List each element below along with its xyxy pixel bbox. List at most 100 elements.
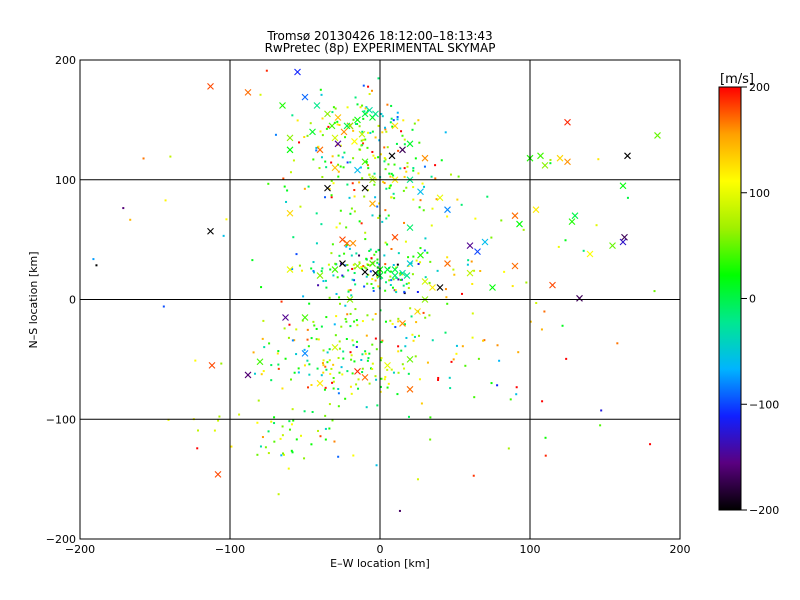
echo-dot: [390, 104, 393, 107]
echo-cross-marker: [511, 212, 519, 220]
echo-dot: [384, 158, 387, 161]
echo-dot: [299, 205, 302, 208]
echo-dot: [403, 323, 406, 326]
echo-dot: [453, 273, 456, 276]
echo-dot: [321, 362, 324, 365]
echo-dot: [582, 249, 585, 252]
echo-dot: [385, 281, 388, 284]
echo-cross-marker: [391, 266, 399, 273]
echo-dot: [396, 115, 399, 118]
echo-dot: [330, 196, 333, 199]
echo-dot: [222, 234, 225, 237]
echo-dot: [194, 359, 197, 362]
echo-cross-marker: [537, 152, 544, 160]
echo-dot: [446, 302, 449, 305]
echo-dot: [276, 352, 279, 355]
echo-dot: [251, 259, 254, 262]
echo-dot: [358, 125, 361, 128]
echo-dot: [473, 269, 476, 272]
echo-dot: [328, 348, 331, 351]
y-tick-label: 100: [55, 174, 76, 187]
echo-dot: [281, 387, 284, 390]
echo-dot: [353, 210, 356, 213]
echo-dot: [369, 367, 372, 370]
echo-cross-marker: [354, 166, 361, 174]
echo-dot: [320, 156, 323, 159]
echo-dot: [330, 179, 333, 182]
echo-cross-marker: [406, 224, 414, 232]
echo-cross-marker: [286, 266, 294, 273]
echo-dot: [385, 130, 388, 133]
echo-dot: [367, 357, 370, 360]
echo-dot: [346, 370, 349, 373]
echo-dot: [230, 445, 233, 448]
echo-dot: [597, 158, 600, 161]
echo-cross-marker: [361, 158, 369, 166]
echo-dot: [345, 320, 348, 323]
echo-dot: [307, 386, 310, 389]
echo-dot: [419, 199, 422, 202]
echo-cross-marker: [384, 266, 391, 273]
echo-dot: [496, 384, 499, 387]
echo-dot: [395, 142, 398, 145]
echo-dot: [424, 316, 427, 319]
echo-dot: [399, 167, 402, 170]
echo-dot: [332, 106, 335, 109]
echo-dot: [341, 373, 344, 376]
echo-dot: [424, 276, 427, 279]
echo-dot: [386, 368, 389, 371]
echo-dot: [517, 351, 520, 354]
echo-dot: [340, 325, 343, 328]
echo-dot: [600, 409, 603, 412]
echo-dot: [351, 339, 354, 342]
echo-dot: [434, 177, 437, 180]
echo-cross-marker: [621, 233, 628, 241]
echo-dot: [385, 187, 388, 190]
echo-dot: [335, 226, 338, 229]
echo-dot: [345, 245, 348, 248]
echo-dot: [371, 150, 374, 153]
echo-dot: [346, 106, 349, 109]
echo-dot: [349, 161, 352, 164]
echo-dot: [366, 282, 369, 285]
echo-cross-marker: [436, 194, 444, 202]
echo-dot: [361, 320, 364, 323]
echo-dot: [423, 165, 426, 168]
echo-dot: [431, 339, 434, 342]
echo-dot: [444, 331, 447, 334]
echo-dots-layer: [92, 69, 656, 512]
echo-dot: [421, 182, 424, 185]
echo-dot: [392, 192, 395, 195]
echo-dot: [423, 249, 426, 252]
echo-dot: [345, 338, 348, 341]
echo-dot: [282, 177, 285, 180]
echo-dot: [353, 195, 356, 198]
x-axis-ticks: −200 −100 0 100 200: [65, 543, 691, 556]
echo-dot: [390, 117, 393, 120]
echo-dot: [460, 203, 463, 206]
echo-dot: [330, 252, 333, 255]
echo-cross-marker: [361, 268, 369, 276]
echo-dot: [352, 344, 355, 347]
colorbar-tick-label: 0: [749, 293, 756, 306]
echo-dot: [290, 449, 293, 452]
echo-dot: [363, 285, 366, 288]
echo-dot: [377, 77, 380, 80]
y-tick-label: −200: [46, 533, 76, 546]
echo-dot: [319, 88, 322, 91]
echo-dot: [320, 223, 323, 226]
echo-dot: [307, 185, 310, 188]
echo-dot: [405, 336, 408, 339]
echo-dot: [344, 397, 347, 400]
echo-dot: [389, 284, 392, 287]
echo-dot: [336, 276, 339, 279]
echo-dot: [307, 345, 310, 348]
echo-dot: [401, 273, 404, 276]
echo-dot: [397, 278, 400, 281]
echo-dot: [374, 157, 377, 160]
echo-dot: [338, 296, 341, 299]
echo-cross-marker: [406, 260, 414, 267]
echo-dot: [400, 349, 403, 352]
echo-cross-marker: [444, 206, 451, 214]
echo-dot: [364, 350, 367, 353]
